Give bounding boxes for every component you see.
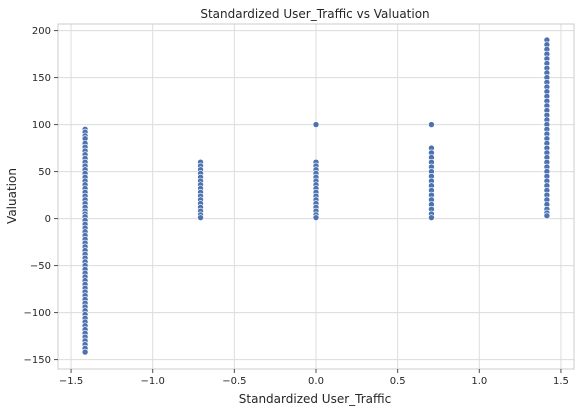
x-tick-label: −1.5 [59,376,83,387]
y-tick-label: −50 [30,261,51,272]
data-point [197,214,204,221]
x-tick-label: 0.5 [390,376,406,387]
x-axis-title: Standardized User_Traffic [239,392,391,406]
data-point [428,214,435,221]
x-axis-ticks: −1.5 −1.0 −0.5 0.0 0.5 1.0 1.5 [59,369,569,387]
y-axis-title: Valuation [5,168,19,224]
y-tick-label: 0 [45,214,51,225]
data-point [428,121,435,128]
y-tick-label: 150 [32,73,51,84]
x-tick-label: 1.5 [553,376,569,387]
x-tick-label: −0.5 [222,376,246,387]
y-tick-label: 50 [38,167,51,178]
data-points [81,36,551,356]
data-point [81,348,89,356]
x-tick-label: 1.0 [471,376,487,387]
chart-title: Standardized User_Traffic vs Valuation [200,7,429,21]
data-point [543,212,551,220]
data-point [312,214,320,221]
y-tick-label: 100 [32,120,51,131]
y-tick-label: −100 [24,308,51,319]
x-tick-label: −1.0 [141,376,165,387]
y-tick-label: −150 [24,355,51,366]
data-point [312,121,320,128]
y-axis-ticks: −150 −100 −50 0 50 100 150 200 [24,26,58,366]
x-tick-label: 0.0 [308,376,324,387]
y-tick-label: 200 [32,26,51,37]
